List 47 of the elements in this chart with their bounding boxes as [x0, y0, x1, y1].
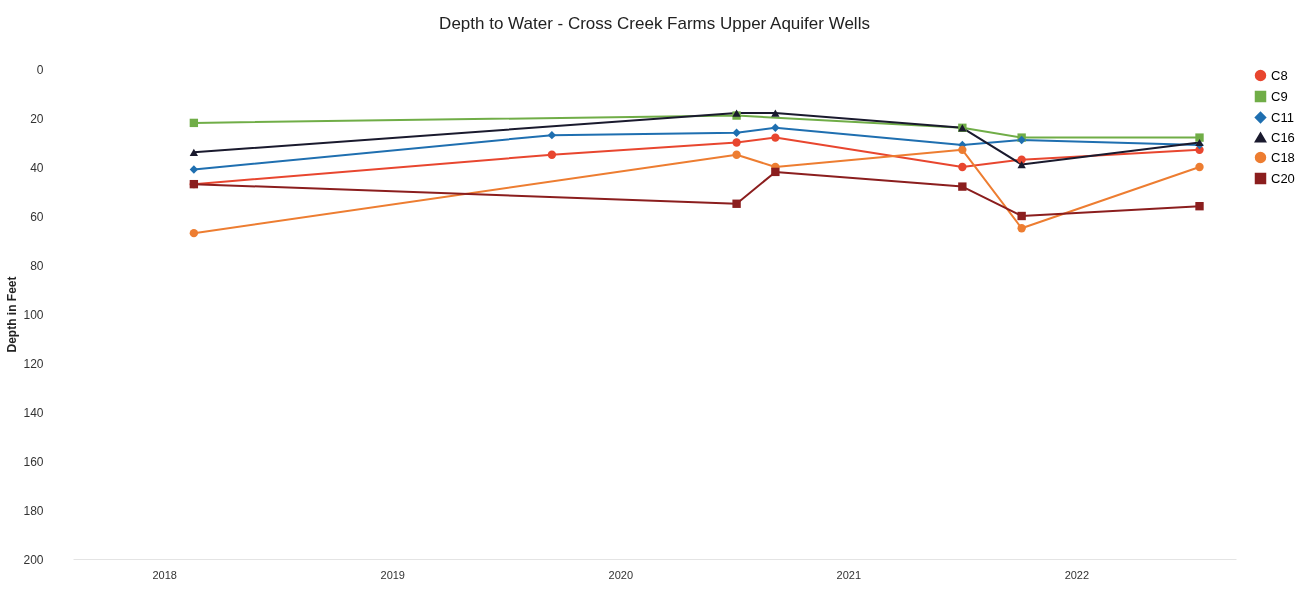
point [732, 150, 741, 159]
y-tick-label: 0 [36, 62, 44, 77]
point [771, 109, 780, 117]
y-axis-title: Depth in Feet [5, 276, 20, 353]
point [189, 118, 199, 128]
point [1017, 211, 1026, 221]
point [771, 167, 780, 177]
x-tick-label: 2018 [152, 568, 177, 581]
point [1195, 202, 1204, 211]
point [732, 199, 741, 208]
y-tick-label: 80 [30, 258, 44, 273]
y-tick-label: 180 [23, 503, 44, 518]
y-tick-label: 40 [30, 160, 44, 175]
point [1195, 133, 1204, 142]
y-tick-label: 100 [23, 307, 44, 322]
x-tick-label: 2019 [380, 568, 405, 581]
point [1017, 160, 1026, 169]
point [732, 128, 741, 137]
y-tick-label: 60 [30, 209, 44, 224]
point [771, 123, 780, 132]
y-tick-label: 160 [23, 454, 44, 469]
x-tick-label: 2020 [608, 568, 634, 581]
legend-label: C20 [1271, 170, 1295, 186]
legend-label: C9 [1271, 88, 1288, 104]
y-tick-label: 200 [23, 552, 44, 567]
point [1195, 162, 1204, 172]
y-tick-label: 120 [23, 356, 44, 371]
y-tick-label: 140 [23, 405, 44, 420]
x-tick-label: 2022 [1064, 568, 1090, 581]
point [958, 145, 967, 155]
point [1017, 224, 1026, 233]
point [547, 130, 557, 140]
point [547, 150, 557, 159]
legend-label: C8 [1271, 67, 1288, 83]
legend-label: C16 [1271, 129, 1295, 145]
legend-label: C18 [1271, 149, 1295, 165]
x-tick-label: 2021 [836, 568, 862, 581]
legend-label: C11 [1271, 109, 1294, 125]
point [958, 182, 967, 191]
point [958, 162, 967, 172]
chart-title: Depth to Water - Cross Creek Farms Upper Aquifer Wells [439, 14, 870, 33]
point [189, 228, 199, 238]
point [189, 148, 199, 156]
point [732, 138, 741, 147]
y-tick-label: 20 [30, 111, 44, 126]
point [189, 165, 199, 174]
point [771, 133, 780, 142]
